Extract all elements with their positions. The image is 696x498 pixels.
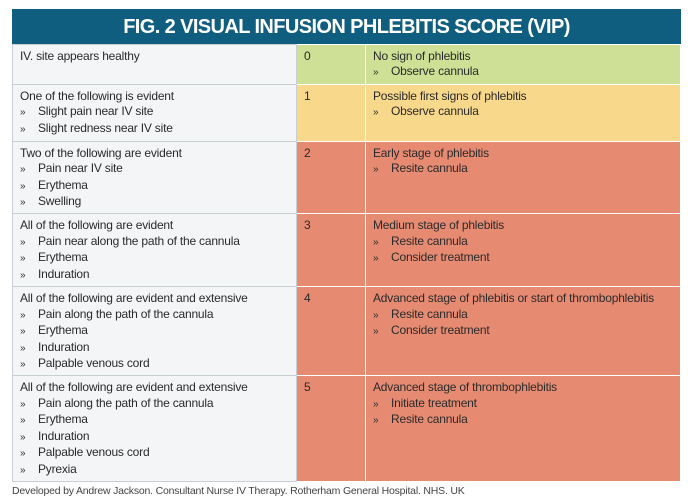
criteria-cell: All of the following are evident and ext… [12,375,297,482]
score-value: 0 [304,49,311,63]
action-item: Observe cannula [373,64,674,80]
criteria-cell: All of the following are evidentPain nea… [12,213,297,288]
criteria-item: Erythema [20,250,290,266]
action-item: Consider treatment [373,323,674,339]
action-cell: Medium stage of phlebitisResite cannulaC… [365,213,681,288]
score-value: 1 [304,88,311,103]
action-item: Resite cannula [373,161,674,177]
criteria-item: Slight redness near IV site [20,121,290,137]
score-cell: 2 [296,140,366,215]
score-cell: 1 [296,83,366,142]
criteria-item: Slight pain near IV site [20,104,290,120]
table-row: IV. site appears healthy 0 No sign of phle… [12,44,681,85]
criteria-text: One of the following is evident [20,88,174,103]
criteria-cell: All of the following are evident and ext… [12,286,297,377]
table-row: All of the following are evident and ext… [12,286,681,377]
score-value: 4 [304,291,311,306]
action-item: Resite cannula [373,307,674,323]
stage-text: Medium stage of phlebitis [373,218,505,233]
criteria-text: All of the following are evident [20,218,174,233]
score-value: 2 [304,145,311,160]
criteria-text: All of the following are evident and ext… [20,291,248,306]
stage-text: Advanced stage of thrombophlebitis [373,380,557,395]
action-cell: Advanced stage of thrombophlebitisInitia… [365,375,681,482]
stage-text: Possible first signs of phlebitis [373,88,527,103]
table-row: All of the following are evident and ext… [12,375,681,482]
score-value: 3 [304,218,311,233]
vip-score-table: IV. site appears healthy 0 No sign of phle… [12,44,681,482]
criteria-cell: Two of the following are evidentPain nea… [12,140,297,215]
action-cell: No sign of phlebitisObserve cannula [365,44,681,85]
criteria-text: IV. site appears healthy [20,49,140,63]
criteria-item: Erythema [20,178,290,194]
criteria-item: Swelling [20,194,290,210]
action-item: Resite cannula [373,412,674,428]
criteria-item: Pain near along the path of the cannula [20,234,290,250]
score-cell: 4 [296,286,366,377]
criteria-text: Two of the following are evident [20,145,182,160]
criteria-item: Palpable venous cord [20,356,290,372]
action-item: Consider treatment [373,250,674,266]
table-row: All of the following are evidentPain nea… [12,213,681,288]
stage-text: No sign of phlebitis [373,49,471,63]
stage-text: Early stage of phlebitis [373,145,489,160]
action-item: Initiate treatment [373,396,674,412]
criteria-cell: One of the following is evidentSlight pa… [12,83,297,142]
table-row: One of the following is evidentSlight pa… [12,83,681,142]
action-cell: Early stage of phlebitisResite cannula [365,140,681,215]
score-value: 5 [304,380,311,395]
table-row: Two of the following are evidentPain nea… [12,140,681,215]
criteria-item: Pain near IV site [20,161,290,177]
criteria-item: Erythema [20,323,290,339]
action-cell: Possible first signs of phlebitisObserve… [365,83,681,142]
criteria-item: Induration [20,340,290,356]
score-cell: 0 [296,44,366,85]
action-item: Observe cannula [373,104,674,120]
figure-title: FIG. 2 VISUAL INFUSION PHLEBITIS SCORE (… [12,9,681,44]
criteria-item: Induration [20,429,290,445]
criteria-cell: IV. site appears healthy [12,44,297,85]
criteria-item: Pyrexia [20,462,290,478]
criteria-item: Pain along the path of the cannula [20,307,290,323]
criteria-text: All of the following are evident and ext… [20,380,248,395]
vip-score-figure: FIG. 2 VISUAL INFUSION PHLEBITIS SCORE (… [12,0,681,482]
score-cell: 3 [296,213,366,288]
action-cell: Advanced stage of phlebitis or start of … [365,286,681,377]
criteria-item: Induration [20,267,290,283]
action-item: Resite cannula [373,234,674,250]
criteria-item: Pain along the path of the cannula [20,396,290,412]
criteria-item: Palpable venous cord [20,445,290,461]
criteria-item: Erythema [20,412,290,428]
stage-text: Advanced stage of phlebitis or start of … [373,291,654,306]
score-cell: 5 [296,375,366,482]
